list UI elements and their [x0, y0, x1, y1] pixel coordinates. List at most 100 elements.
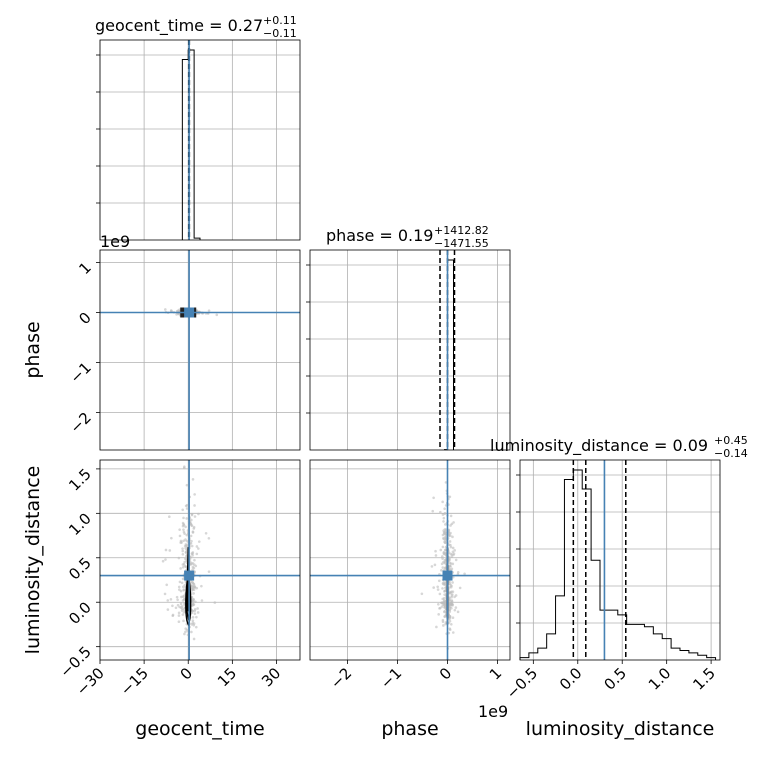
sample-point: [182, 619, 185, 623]
sample-point: [191, 554, 194, 557]
sample-point: [448, 580, 451, 584]
sample-point: [454, 606, 458, 609]
sample-point: [185, 550, 188, 554]
sample-point: [450, 594, 454, 597]
y-tick-label: 0.0: [65, 598, 95, 628]
sample-point: [184, 525, 187, 529]
sample-point: [181, 547, 184, 550]
sample-point: [190, 512, 194, 516]
sample-point: [185, 548, 189, 552]
sample-point: [185, 483, 189, 487]
sample-point: [197, 547, 200, 550]
sample-point: [191, 621, 195, 625]
title-luminosity-distance-sub: −0.14: [714, 447, 748, 460]
x-tick-label: 1: [486, 664, 505, 683]
title-luminosity-distance-sup: +0.45: [714, 434, 748, 447]
sample-point: [443, 540, 446, 544]
sample-point: [448, 591, 451, 594]
x-tick-label: 30: [258, 664, 284, 690]
sample-point: [448, 608, 451, 611]
sample-point: [435, 625, 438, 629]
sample-point: [193, 585, 197, 588]
sample-point: [458, 586, 462, 590]
sample-point: [182, 530, 186, 534]
title-geocent-time: geocent_time = 0.27: [95, 16, 263, 36]
sample-point: [207, 570, 211, 573]
sample-point: [185, 507, 189, 510]
sample-point: [194, 625, 198, 629]
y-tick-label: 0: [75, 309, 94, 328]
sample-point: [438, 606, 442, 610]
sample-point: [192, 563, 196, 566]
sample-point: [450, 522, 454, 526]
x-tick-label: 1.0: [645, 664, 675, 694]
sample-point: [434, 549, 437, 553]
sample-point: [447, 534, 451, 538]
sample-point: [448, 627, 452, 630]
sample-point: [197, 540, 201, 543]
sample-point: [185, 503, 189, 507]
y-tick-label: 1.5: [65, 465, 95, 495]
sample-point: [185, 517, 189, 520]
sample-point: [432, 586, 435, 589]
sample-point: [197, 512, 200, 516]
sample-point: [177, 556, 181, 560]
truth-marker: [184, 570, 195, 581]
sample-point: [192, 588, 196, 592]
sample-point: [185, 533, 189, 537]
sample-point: [440, 601, 443, 605]
x-tick-label: −1: [377, 664, 405, 692]
sample-point: [178, 528, 181, 531]
sample-point: [190, 518, 193, 522]
sample-point: [451, 546, 455, 550]
sample-point: [179, 589, 183, 593]
sample-point: [184, 630, 187, 634]
sample-point: [189, 534, 193, 538]
sample-point: [176, 598, 179, 602]
sample-point: [437, 602, 440, 606]
sample-point: [448, 558, 451, 562]
sample-point: [190, 580, 193, 584]
sample-point: [441, 500, 444, 504]
sample-point: [178, 580, 182, 584]
sample-point: [433, 563, 437, 567]
sample-point: [432, 496, 435, 500]
sample-point: [442, 610, 446, 614]
title-geocent-time-sup: +0.11: [263, 14, 297, 27]
sample-point: [183, 564, 187, 568]
sample-point: [182, 585, 185, 589]
sample-point: [443, 561, 447, 564]
sample-point: [442, 596, 446, 600]
sample-point: [444, 605, 447, 608]
sample-point: [182, 522, 185, 526]
sample-point: [181, 549, 185, 553]
histogram-luminosity_distance: [519, 469, 717, 660]
title-geocent-time-sub: −0.11: [263, 27, 297, 40]
sample-point: [180, 541, 183, 544]
sample-point: [190, 611, 194, 615]
sample-point: [441, 555, 444, 558]
sample-point: [447, 617, 451, 621]
sample-point: [182, 528, 185, 531]
hist-phase-border: [309, 249, 511, 451]
sample-point: [183, 632, 186, 636]
sample-point: [195, 309, 199, 313]
ylabel-phase: phase: [22, 321, 44, 378]
sample-point: [438, 592, 442, 596]
sample-point: [183, 557, 187, 561]
x-tick-label: −2: [327, 664, 355, 692]
sample-point: [193, 504, 196, 507]
y-tick-label: −2: [66, 409, 94, 437]
sample-point: [182, 588, 186, 591]
title-phase: phase = 0.19: [326, 226, 433, 245]
sample-point: [165, 583, 169, 587]
sample-point: [451, 535, 454, 539]
hist-luminosity_distance-bg: [520, 460, 720, 660]
sample-point: [180, 581, 184, 585]
sample-point: [452, 521, 455, 524]
x-tick-label: 1.5: [689, 664, 719, 694]
hist-luminosity_distance-border: [519, 459, 721, 661]
sample-point: [181, 563, 185, 566]
sample-point: [440, 562, 444, 566]
sample-point: [463, 572, 466, 576]
